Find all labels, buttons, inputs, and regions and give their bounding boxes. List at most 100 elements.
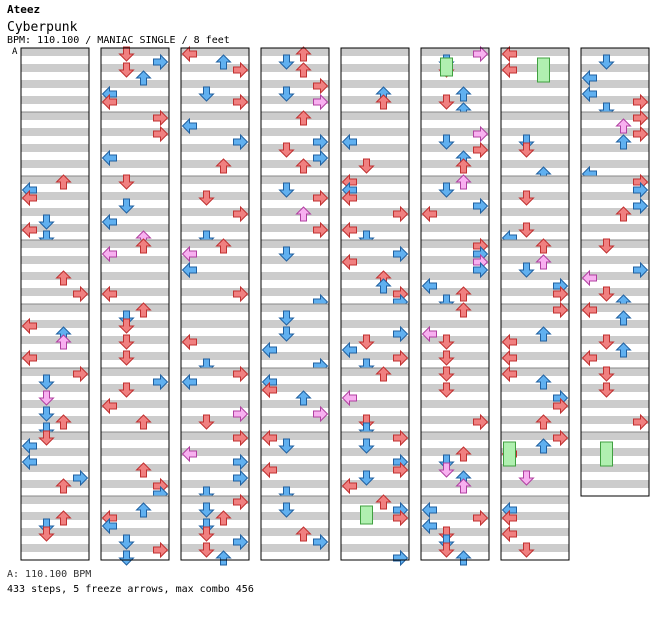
beat-stripe <box>501 144 569 152</box>
measure <box>501 111 569 182</box>
beat-stripe <box>501 464 569 472</box>
beat-stripe <box>21 320 89 328</box>
right-arrow <box>393 461 409 479</box>
left-arrow <box>421 517 437 535</box>
measure <box>101 46 169 111</box>
beat-stripe <box>181 320 249 328</box>
right-arrow <box>233 93 249 111</box>
column-border <box>500 47 570 561</box>
beat-stripe <box>181 64 249 72</box>
beat-stripe <box>261 368 329 376</box>
beat-stripe <box>181 272 249 280</box>
beat-stripe <box>501 336 569 344</box>
up-arrow <box>135 414 152 430</box>
beat-stripe <box>581 64 649 72</box>
beat-stripe <box>341 192 409 200</box>
measure <box>341 111 409 174</box>
beat-stripe <box>21 304 89 312</box>
right-arrow <box>313 221 329 239</box>
beat-stripe <box>21 336 89 344</box>
beat-stripe <box>581 208 649 216</box>
down-arrow <box>518 222 535 238</box>
beat-stripe <box>421 512 489 520</box>
left-arrow <box>101 93 117 111</box>
beat-stripe <box>501 368 569 376</box>
beat-stripe <box>501 352 569 360</box>
beat-stripe <box>261 512 329 520</box>
beat-stripe <box>341 368 409 376</box>
beat-stripe <box>181 304 249 312</box>
beat-stripe <box>21 208 89 216</box>
left-arrow <box>261 429 277 447</box>
beat-stripe <box>101 512 169 520</box>
left-arrow <box>101 149 117 167</box>
left-arrow <box>21 221 37 239</box>
down-arrow <box>118 550 135 566</box>
measure <box>421 45 489 118</box>
left-arrow <box>181 117 197 135</box>
down-arrow <box>38 406 55 422</box>
beat-stripe <box>261 288 329 296</box>
beat-stripe <box>581 80 649 88</box>
up-arrow <box>455 86 472 102</box>
beat-stripe <box>421 352 489 360</box>
left-arrow <box>341 477 357 495</box>
beat-stripe <box>21 432 89 440</box>
right-arrow <box>553 301 569 319</box>
up-arrow <box>135 302 152 318</box>
left-arrow <box>21 349 37 367</box>
right-arrow <box>313 533 329 551</box>
down-arrow <box>278 182 295 198</box>
beat-stripe <box>101 224 169 232</box>
down-arrow <box>278 54 295 70</box>
beat-stripe <box>261 432 329 440</box>
up-arrow <box>455 158 472 174</box>
beat-stripe <box>261 256 329 264</box>
right-arrow <box>73 365 89 383</box>
up-arrow <box>375 494 392 510</box>
left-arrow <box>341 221 357 239</box>
down-arrow <box>438 462 455 478</box>
left-arrow <box>101 517 117 535</box>
measure <box>421 495 489 566</box>
up-arrow <box>55 174 72 190</box>
up-arrow <box>535 374 552 390</box>
measure <box>421 302 489 366</box>
beat-stripe <box>261 336 329 344</box>
down-arrow <box>198 190 215 206</box>
beat-stripe <box>181 80 249 88</box>
right-arrow <box>313 405 329 423</box>
right-arrow <box>473 261 489 279</box>
measure <box>261 46 329 111</box>
beat-stripe <box>261 144 329 152</box>
beat-stripe <box>341 112 409 120</box>
down-arrow <box>118 382 135 398</box>
beat-stripe <box>581 256 649 264</box>
beat-stripe <box>21 496 89 504</box>
beat-stripe <box>581 464 649 472</box>
right-arrow <box>393 549 409 567</box>
measure <box>341 173 409 246</box>
up-arrow <box>135 70 152 86</box>
measure <box>21 239 89 303</box>
right-arrow <box>313 93 329 111</box>
beat-stripe <box>341 96 409 104</box>
down-arrow <box>598 366 615 382</box>
left-arrow <box>21 317 37 335</box>
beat-stripe <box>21 256 89 264</box>
beat-stripe <box>501 304 569 312</box>
beat-stripe <box>341 528 409 536</box>
left-arrow <box>341 341 357 359</box>
beat-stripe <box>261 112 329 120</box>
beat-stripe <box>421 112 489 120</box>
right-arrow <box>393 245 409 263</box>
up-arrow <box>295 110 312 126</box>
beat-stripe <box>421 160 489 168</box>
beat-stripe <box>581 144 649 152</box>
left-arrow <box>181 261 197 279</box>
beat-stripe <box>181 336 249 344</box>
up-arrow <box>215 510 232 526</box>
down-arrow <box>38 390 55 406</box>
beat-stripe <box>101 256 169 264</box>
down-arrow <box>278 86 295 102</box>
